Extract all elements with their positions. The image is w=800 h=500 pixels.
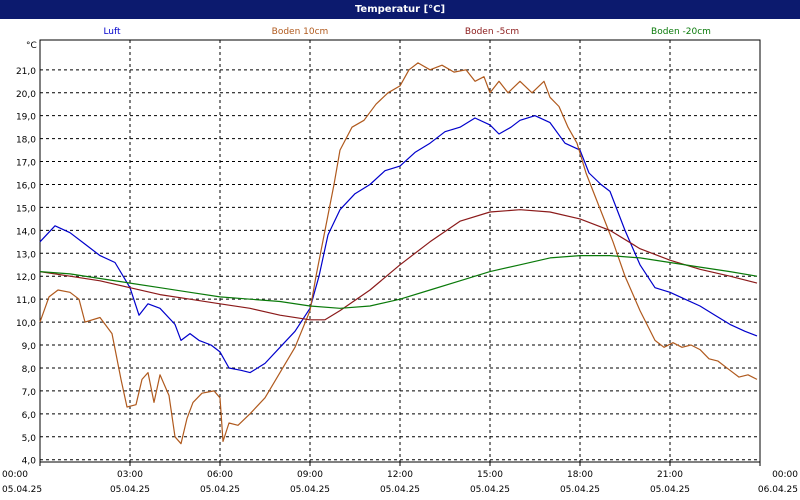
x-tick-date: 05.04.25 xyxy=(470,485,510,495)
series-line-3 xyxy=(39,209,758,321)
x-tick-date: 05.04.25 xyxy=(2,485,42,495)
x-tick-time: 12:00 xyxy=(387,470,413,480)
x-tick-time: 18:00 xyxy=(567,470,593,480)
y-tick-label: 8,0 xyxy=(22,365,37,375)
x-tick-date: 05.04.25 xyxy=(560,485,600,495)
y-tick-label: 10,0 xyxy=(16,319,36,329)
y-tick-label: 15,0 xyxy=(16,204,36,214)
y-tick-label: 20,0 xyxy=(16,90,36,100)
y-tick-label: 17,0 xyxy=(16,159,36,169)
legend-item-2: Boden 10cm xyxy=(272,27,329,37)
x-tick-time: 21:00 xyxy=(657,470,683,480)
y-tick-label: 12,0 xyxy=(16,273,36,283)
x-tick-date: 06.04.25 xyxy=(758,485,798,495)
x-tick-date: 05.04.25 xyxy=(110,485,150,495)
y-tick-label: 4,0 xyxy=(22,457,37,467)
series-lines xyxy=(39,62,758,445)
y-tick-label: 16,0 xyxy=(16,181,36,191)
x-tick-time: 06:00 xyxy=(207,470,233,480)
y-tick-label: 7,0 xyxy=(22,388,37,398)
legend-item-4: Boden -20cm xyxy=(651,27,711,37)
series-line-4 xyxy=(39,255,758,309)
grid xyxy=(39,39,761,463)
y-tick-label: 5,0 xyxy=(22,434,37,444)
y-tick-label: 6,0 xyxy=(22,411,37,421)
legend-item-3: Boden -5cm xyxy=(465,27,519,37)
x-tick-date: 05.04.25 xyxy=(200,485,240,495)
x-tick-time: 03:00 xyxy=(117,470,143,480)
series-line-1 xyxy=(39,115,758,374)
y-tick-label: 14,0 xyxy=(16,227,36,237)
legend: Luft Boden 10cm Boden -5cm Boden -20cm xyxy=(103,27,711,37)
y-axis-label: °C xyxy=(26,41,37,51)
legend-item-1: Luft xyxy=(103,27,121,37)
x-tick-date: 05.04.25 xyxy=(650,485,690,495)
x-tick-time: 00:00 xyxy=(772,470,798,480)
x-tick-time: 09:00 xyxy=(297,470,323,480)
x-tick-time: 00:00 xyxy=(2,470,28,480)
axes: 4,0 5,0 6,0 7,0 8,0 9,0 10,0 11,0 12,0 13,0 14,0 15… xyxy=(2,41,798,495)
y-tick-label: 21,0 xyxy=(16,67,36,77)
x-tick-date: 05.04.25 xyxy=(290,485,330,495)
temperature-chart: Luft Boden 10cm Boden -5cm Boden -20cm 4,0 5… xyxy=(2,27,798,495)
y-tick-label: 19,0 xyxy=(16,113,36,123)
y-tick-label: 9,0 xyxy=(22,342,37,352)
x-tick-time: 15:00 xyxy=(477,470,503,480)
y-tick-label: 18,0 xyxy=(16,136,36,146)
series-line-2 xyxy=(39,62,758,445)
y-tick-label: 11,0 xyxy=(16,296,36,306)
x-tick-date: 05.04.25 xyxy=(380,485,420,495)
y-tick-label: 13,0 xyxy=(16,250,36,260)
chart-title: Temperatur [°C] xyxy=(0,0,800,19)
